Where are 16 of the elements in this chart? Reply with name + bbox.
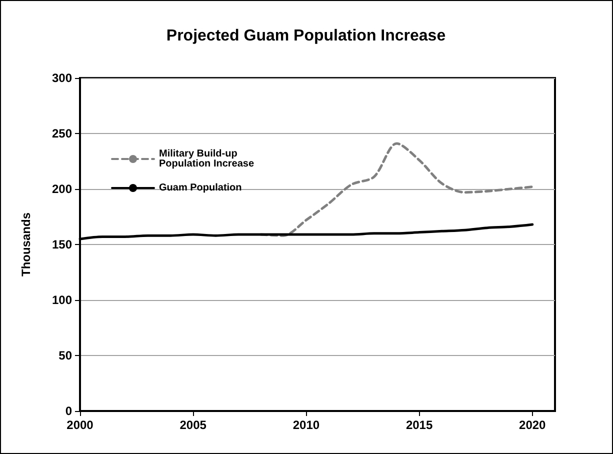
y-tick-label: 150 (52, 238, 72, 252)
chart-title: Projected Guam Population Increase (166, 28, 446, 44)
y-tick-label: 50 (58, 348, 72, 362)
legend-label: Guam Population (159, 182, 242, 194)
x-tick-label: 2005 (180, 418, 207, 432)
y-tick-label: 100 (52, 293, 72, 307)
y-tick-label: 300 (52, 71, 72, 85)
legend-label: Military Build-up Population Increase (159, 148, 254, 170)
x-tick-label: 2020 (519, 418, 546, 432)
y-tick-label: 0 (65, 404, 72, 418)
y-tick-label: 200 (52, 182, 72, 196)
x-tick-label: 2010 (292, 418, 320, 432)
x-tick-label: 2000 (66, 418, 94, 432)
y-axis-title: Thousands (19, 212, 33, 277)
x-tick-label: 2015 (406, 418, 433, 432)
y-tick-label: 250 (52, 126, 72, 140)
